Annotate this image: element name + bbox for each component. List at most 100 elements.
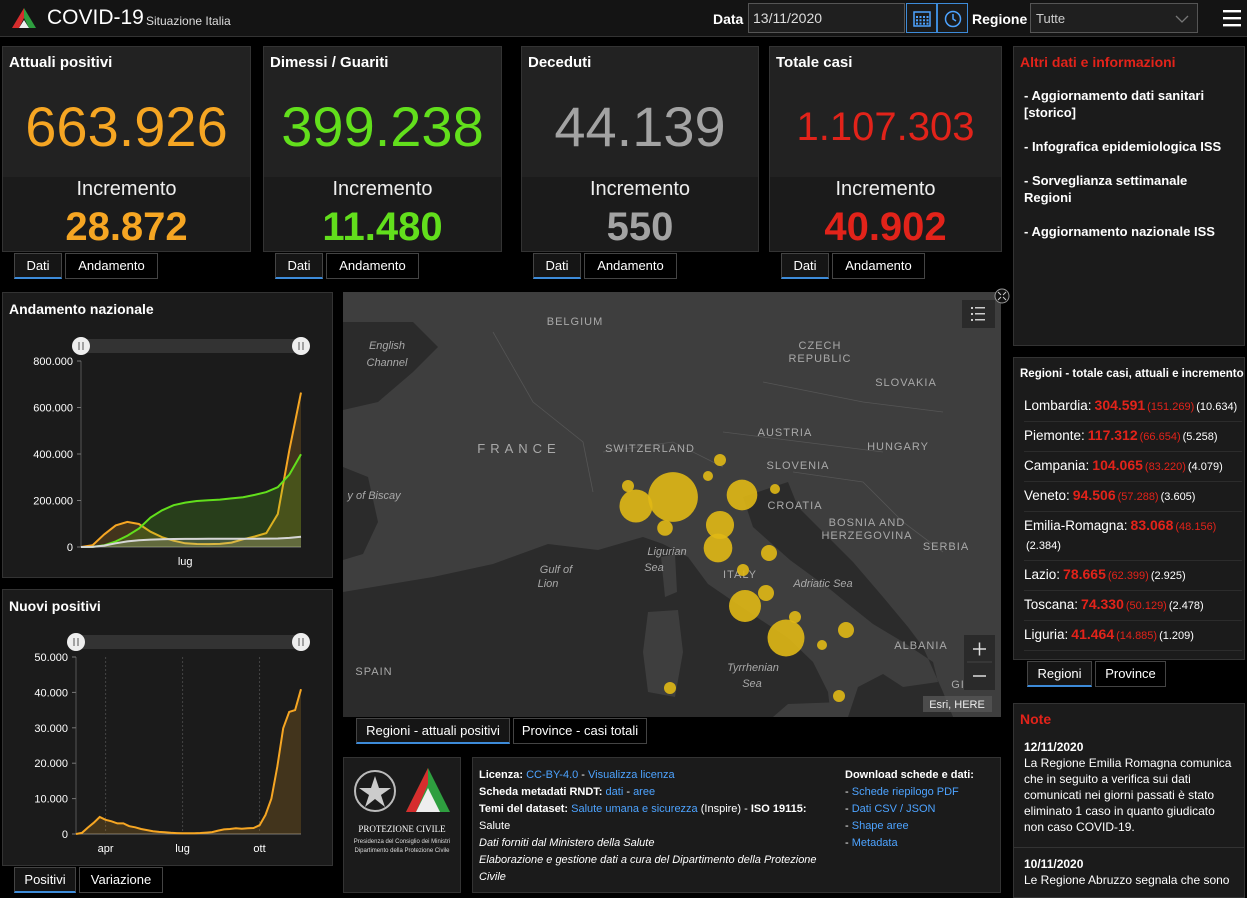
download-text[interactable]: Metadata [851, 837, 898, 849]
expand-button[interactable] [993, 287, 1011, 305]
tab[interactable]: Positivi [14, 867, 76, 893]
pc-logo [416, 788, 440, 812]
icon [975, 307, 985, 309]
map-bubble[interactable] [761, 545, 777, 561]
region-row: Emilia-Romagna: 83.068 (48.156) (2.384) [1024, 512, 1242, 561]
region-current: (66.654) [1139, 431, 1181, 443]
metadata-text[interactable]: Salute umana e sicurezza [571, 803, 698, 815]
metadata-text: Temi del dataset: [479, 803, 572, 815]
logo [12, 8, 36, 28]
tab[interactable]: Andamento [65, 253, 158, 279]
slider-handle[interactable] [67, 633, 85, 651]
tab[interactable]: Dati [275, 253, 323, 279]
map-bubble[interactable] [789, 611, 801, 623]
tab[interactable]: Dati [14, 253, 62, 279]
map-bubble[interactable] [726, 479, 758, 511]
map-bubble[interactable] [737, 564, 749, 576]
map-bubble[interactable] [817, 640, 827, 650]
slider-handle[interactable] [292, 337, 310, 355]
metadata-text: - [578, 769, 589, 781]
map-bubble[interactable] [648, 472, 698, 522]
line-chart: 0 10.000 20.000 30.000 40.000 50.000 apr lug ott [34, 633, 310, 855]
tab[interactable]: Dati [533, 253, 581, 279]
metadata-text: - [623, 786, 634, 798]
map-bubble[interactable] [767, 619, 805, 657]
region-total: 304.591 [1094, 397, 1146, 413]
map-bubble[interactable] [770, 484, 780, 494]
metadata-text[interactable]: CC-BY-4.0 [526, 769, 579, 781]
x-tick-label: lug [178, 556, 193, 568]
time-button[interactable] [937, 3, 968, 33]
map-bubble[interactable] [703, 471, 713, 481]
info-link[interactable]: - Aggiornamento nazionale ISS [1024, 224, 1215, 239]
info-panel: Altri dati e informazioni - Aggiornamento… [1013, 46, 1245, 346]
institution-logo [354, 768, 450, 812]
map-bubble[interactable] [729, 590, 761, 622]
icon [997, 291, 1007, 301]
sea [343, 322, 438, 410]
map-bubble[interactable] [758, 585, 774, 601]
region-name: Lazio: [1024, 567, 1061, 582]
metadata-text: Elaborazione e gestione dati a cura del … [479, 854, 817, 883]
download-text[interactable]: Schede riepilogo PDF [851, 786, 959, 798]
tab[interactable]: Province - casi totali [513, 718, 647, 744]
series-line [80, 392, 302, 548]
kpi-value: 399.238 [281, 95, 484, 158]
metadata-text[interactable]: dati [605, 786, 624, 798]
map-label: Lion [538, 578, 559, 590]
map-bubble[interactable] [838, 622, 854, 638]
metadata-line: Salute [479, 818, 829, 835]
icon [923, 22, 925, 25]
map-label: SWITZERLAND [605, 443, 695, 455]
tab[interactable]: Variazione [79, 867, 163, 893]
note-date: 12/11/2020 [1024, 740, 1084, 754]
download-text[interactable]: Shape aree [851, 820, 909, 832]
pc-logo [406, 768, 428, 812]
zoom-in[interactable] [973, 642, 986, 656]
download-text[interactable]: Dati CSV / JSON [851, 803, 936, 815]
map-bubble[interactable] [657, 520, 673, 536]
app-title: COVID-19 [47, 6, 144, 29]
series-line [80, 535, 302, 548]
map-bubble[interactable] [703, 533, 733, 563]
slider-handle[interactable] [72, 337, 90, 355]
info-link[interactable]: - Infografica epidemiologica ISS [1024, 139, 1222, 154]
date-input[interactable]: 13/11/2020 [748, 3, 905, 33]
menu-button[interactable] [1222, 8, 1242, 28]
calendar-button[interactable] [906, 3, 937, 33]
slider-handle[interactable] [292, 633, 310, 651]
sea [743, 482, 953, 717]
map-bubble[interactable] [714, 454, 726, 466]
metadata-text[interactable]: Visualizza licenza [588, 769, 675, 781]
map-bubble[interactable] [622, 480, 634, 492]
map-bubble[interactable] [705, 510, 735, 540]
map-bubble[interactable] [833, 690, 845, 702]
tab[interactable]: Andamento [584, 253, 677, 279]
chart-title: Andamento nazionale [9, 301, 154, 317]
region-current: (57.288) [1117, 491, 1159, 503]
tab[interactable]: Regioni - attuali positivi [356, 718, 510, 744]
map-bubble[interactable] [664, 682, 676, 694]
kpi-card: Attuali positivi 663.926 Incremento 28.872 [2, 46, 251, 252]
regions-title: Regioni - totale casi, attuali e increme… [1020, 368, 1244, 380]
icon [919, 16, 922, 18]
info-link[interactable]: - Aggiornamento dati sanitari [storico] [1024, 88, 1205, 120]
border [602, 441, 724, 468]
region-select[interactable]: Tutte [1030, 3, 1198, 33]
map-attribution: Esri, HERE [929, 699, 985, 711]
tab[interactable]: Regioni [1027, 661, 1092, 687]
map-label: SPAIN [355, 666, 392, 678]
icon [919, 19, 922, 22]
region-increment: (4.079) [1187, 461, 1223, 473]
tab[interactable]: Andamento [832, 253, 925, 279]
y-tick-label: 200.000 [33, 496, 73, 508]
map-bubble[interactable] [619, 489, 653, 523]
metadata-text[interactable]: aree [633, 786, 656, 798]
kpi-lower [3, 177, 250, 251]
tab[interactable]: Andamento [326, 253, 419, 279]
region-name: Toscana: [1024, 597, 1079, 612]
tab[interactable]: Province [1095, 661, 1166, 687]
info-link[interactable]: - Sorveglianza settimanale Regioni [1024, 173, 1188, 205]
kpi-title: Deceduti [528, 54, 592, 71]
tab[interactable]: Dati [781, 253, 829, 279]
